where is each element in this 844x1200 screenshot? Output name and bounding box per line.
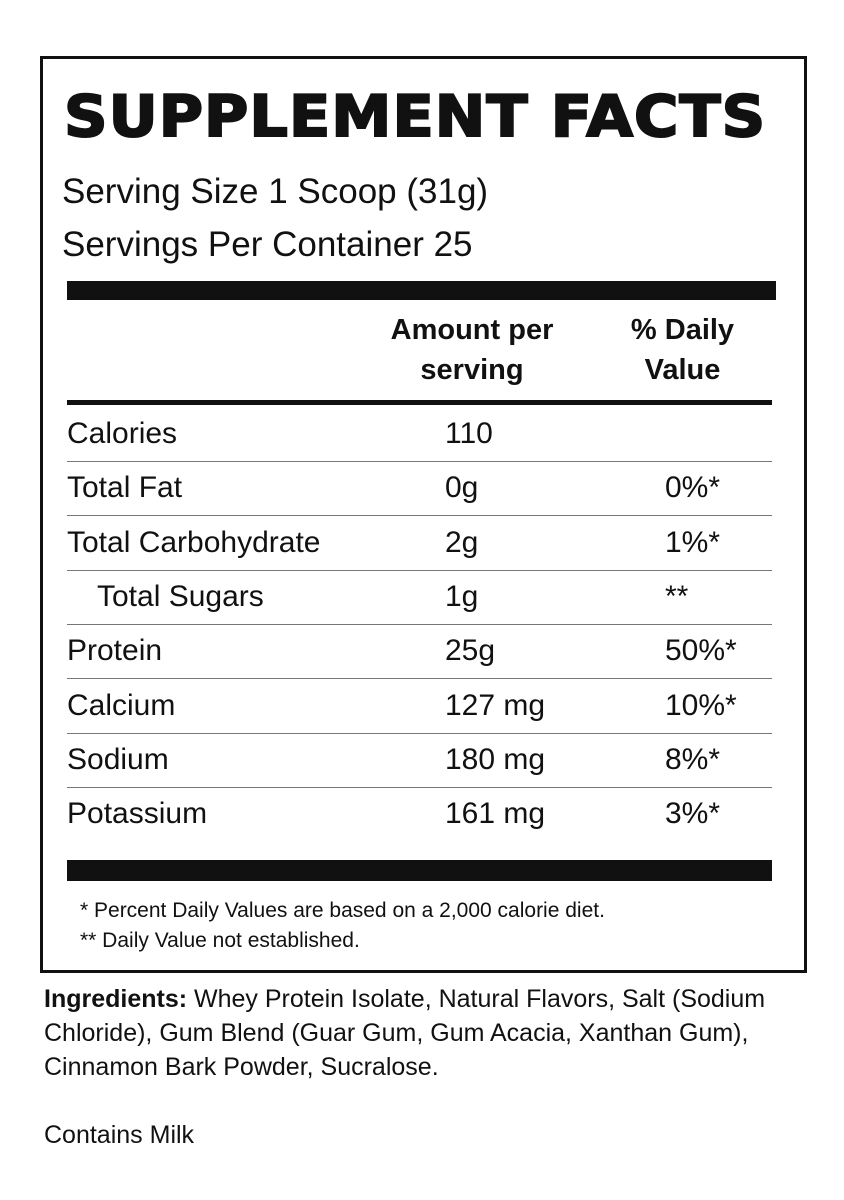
footnote-not-established: ** Daily Value not established. [80,929,360,952]
nutrient-dv: 0%* [665,471,721,505]
nutrient-row: Total Fat 0g 0%* [67,461,772,517]
panel-title: SUPPLEMENT FACTS [63,83,767,151]
nutrient-name: Calcium [67,688,176,722]
ingredients-text: Whey Protein Isolate, Natural Flavors, S… [44,985,766,1081]
ingredients: Ingredients: Whey Protein Isolate, Natur… [44,982,804,1084]
dv-header: % Daily Value [600,310,765,390]
nutrient-dv: 8%* [665,742,721,776]
amount-header-line1: Amount per [390,314,554,346]
nutrient-dv: 3%* [665,797,721,831]
nutrient-row: Calcium 127 mg 10%* [67,679,772,734]
nutrient-name: Protein [67,634,163,668]
nutrient-amount: 110 [445,417,493,450]
dv-header-line2: Value [644,354,721,386]
nutrient-name: Total Sugars [97,579,264,613]
nutrient-amount: 127 mg [445,688,546,722]
nutrient-name: Sodium [67,742,169,776]
serving-size: Serving Size 1 Scoop (31g) [62,172,489,211]
nutrient-name: Total Fat [67,471,183,505]
footnote-dv: * Percent Daily Values are based on a 2,… [80,899,605,922]
nutrient-amount: 25g [445,634,496,668]
facts-panel [40,56,807,973]
nutrient-row: Sodium 180 mg 8%* [67,733,772,788]
nutrient-amount: 0g [445,471,479,505]
nutrient-dv: 10%* [665,688,737,722]
nutrient-amount: 161 mg [445,797,546,831]
nutrient-name: Potassium [67,797,208,831]
nutrient-amount: 1g [445,579,479,613]
servings-per-container: Servings Per Container 25 [62,225,473,264]
nutrient-row: Total Carbohydrate 2g 1%* [67,516,772,571]
nutrient-row: Protein 25g 50%* [67,624,772,680]
nutrient-dv: 1%* [665,525,721,559]
nutrient-dv: 50%* [665,634,737,668]
nutrient-row: Potassium 161 mg 3%* [67,787,772,841]
thick-divider [67,281,776,300]
amount-header: Amount per serving [362,310,582,390]
nutrient-row: Total Sugars 1g ** [67,570,772,625]
thick-divider-bottom [67,860,772,881]
nutrient-amount: 2g [445,525,479,559]
ingredients-label: Ingredients: [44,985,188,1013]
nutrient-row: Calories 110 [67,407,772,462]
nutrient-dv: ** [665,579,689,613]
allergen-statement: Contains Milk [44,1121,195,1149]
nutrient-name: Total Carbohydrate [67,525,321,559]
nutrient-amount: 180 mg [445,742,546,776]
nutrient-name: Calories [67,417,178,450]
amount-header-line2: serving [420,354,524,386]
header-divider [67,400,772,405]
dv-header-line1: % Daily [630,314,735,346]
